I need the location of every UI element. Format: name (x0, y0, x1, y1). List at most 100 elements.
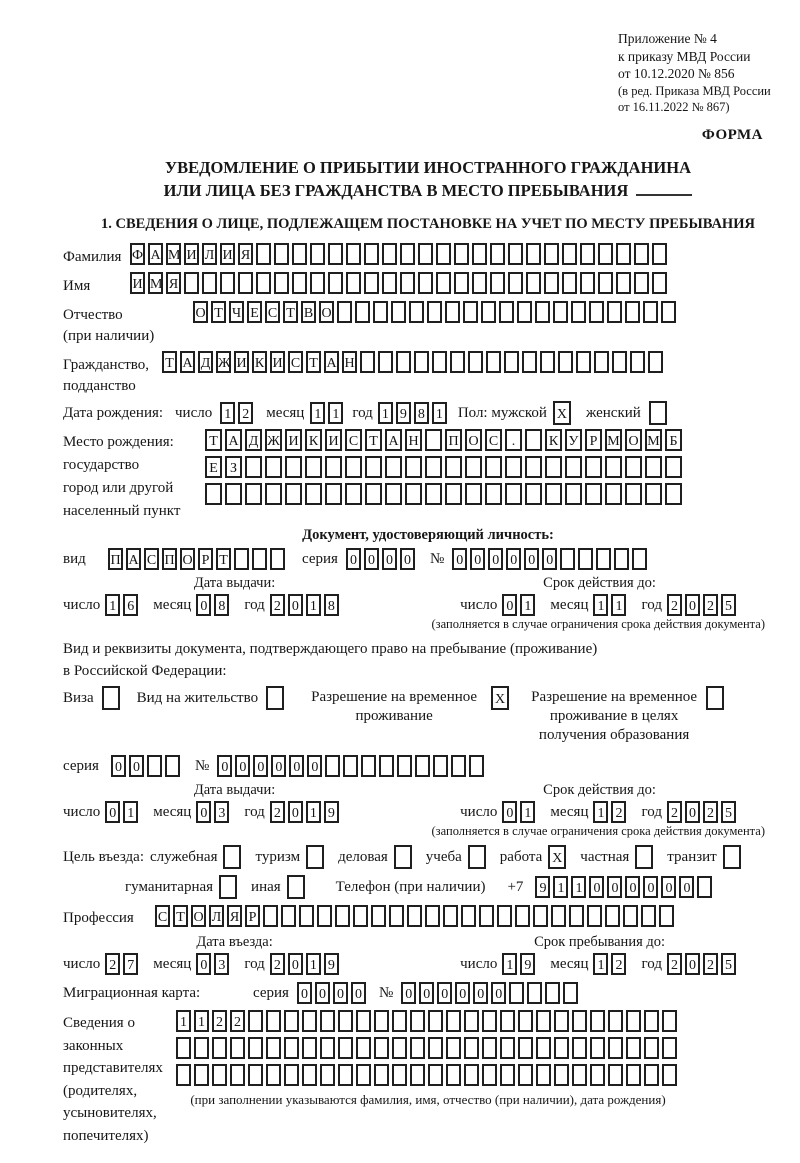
char-cell[interactable]: Б (665, 429, 682, 452)
char-cell[interactable]: 0 (452, 548, 468, 571)
char-cell[interactable]: Ч (229, 301, 244, 324)
char-cell[interactable] (662, 1064, 677, 1087)
char-cell[interactable]: Т (306, 351, 321, 374)
char-cell[interactable] (356, 1037, 371, 1060)
char-cell[interactable] (576, 351, 591, 374)
char-cell[interactable] (248, 1037, 263, 1060)
char-cell[interactable] (445, 301, 460, 324)
char-cell[interactable]: М (645, 429, 662, 452)
char-cell[interactable] (392, 1010, 407, 1033)
char-cell[interactable]: Т (162, 351, 177, 374)
char-cell[interactable] (589, 301, 604, 324)
char-cell[interactable] (225, 483, 242, 506)
char-cell[interactable]: 1 (305, 801, 321, 824)
char-cell[interactable]: С (155, 905, 170, 928)
char-cell[interactable] (505, 483, 522, 506)
char-cell[interactable] (585, 456, 602, 479)
char-cell[interactable] (665, 456, 682, 479)
char-cell[interactable]: 0 (488, 548, 504, 571)
char-cell[interactable]: 1 (611, 594, 627, 617)
char-cell[interactable]: Я (227, 905, 242, 928)
char-cell[interactable] (596, 548, 612, 571)
char-cell[interactable]: 0 (350, 982, 366, 1005)
char-cell[interactable] (594, 351, 609, 374)
char-cell[interactable] (184, 272, 199, 295)
char-cell[interactable] (270, 548, 285, 571)
char-cell[interactable]: 1 (520, 801, 536, 824)
char-cell[interactable]: 1 (593, 953, 609, 976)
char-cell[interactable]: 0 (253, 755, 269, 778)
char-cell[interactable] (436, 243, 451, 266)
purpose-study-checkbox[interactable] (467, 845, 489, 870)
char-cell[interactable] (608, 1037, 623, 1060)
char-cell[interactable]: Л (202, 243, 217, 266)
char-cell[interactable]: 7 (123, 953, 139, 976)
char-cell[interactable] (469, 755, 485, 778)
sex-female-checkbox[interactable] (648, 401, 670, 426)
char-cell[interactable]: 0 (473, 982, 489, 1005)
char-cell[interactable]: Ф (130, 243, 145, 266)
char-cell[interactable]: 0 (287, 594, 303, 617)
char-cell[interactable] (486, 351, 501, 374)
char-cell[interactable] (644, 1037, 659, 1060)
char-cell[interactable]: 1 (310, 402, 326, 425)
char-cell[interactable] (562, 243, 577, 266)
char-cell[interactable]: 0 (287, 801, 303, 824)
char-cell[interactable] (433, 755, 449, 778)
char-cell[interactable] (284, 1037, 299, 1060)
char-cell[interactable] (645, 483, 662, 506)
char-cell[interactable] (533, 905, 548, 928)
char-cell[interactable] (305, 456, 322, 479)
char-cell[interactable]: Р (245, 905, 260, 928)
char-cell[interactable] (648, 401, 667, 426)
char-cell[interactable]: С (485, 429, 502, 452)
char-cell[interactable]: 8 (323, 594, 339, 617)
char-cell[interactable] (454, 272, 469, 295)
char-cell[interactable] (302, 1064, 317, 1087)
char-cell[interactable] (391, 301, 406, 324)
char-cell[interactable] (266, 1037, 281, 1060)
char-cell[interactable]: О (465, 429, 482, 452)
char-cell[interactable] (385, 456, 402, 479)
char-cell[interactable] (238, 272, 253, 295)
char-cell[interactable] (508, 243, 523, 266)
char-cell[interactable] (545, 982, 561, 1005)
char-cell[interactable] (553, 301, 568, 324)
char-cell[interactable] (644, 1010, 659, 1033)
char-cell[interactable] (194, 1064, 209, 1087)
purpose-transit-checkbox[interactable] (722, 845, 744, 870)
char-cell[interactable]: М (148, 272, 163, 295)
char-cell[interactable] (418, 243, 433, 266)
char-cell[interactable] (101, 686, 120, 711)
char-cell[interactable] (706, 686, 725, 711)
char-cell[interactable]: 0 (196, 953, 212, 976)
char-cell[interactable]: И (220, 243, 235, 266)
char-cell[interactable] (605, 456, 622, 479)
char-cell[interactable]: К (252, 351, 267, 374)
char-cell[interactable]: К (305, 429, 322, 452)
char-cell[interactable] (445, 483, 462, 506)
char-cell[interactable] (230, 1037, 245, 1060)
char-cell[interactable] (626, 1010, 641, 1033)
char-cell[interactable] (614, 548, 630, 571)
char-cell[interactable]: 1 (105, 594, 121, 617)
char-cell[interactable] (587, 905, 602, 928)
purpose-private-checkbox[interactable] (635, 845, 656, 870)
char-cell[interactable]: 0 (363, 548, 379, 571)
char-cell[interactable] (285, 456, 302, 479)
char-cell[interactable] (544, 243, 559, 266)
char-cell[interactable] (605, 483, 622, 506)
char-cell[interactable]: 1 (377, 402, 393, 425)
char-cell[interactable] (302, 1037, 317, 1060)
char-cell[interactable]: 1 (123, 801, 139, 824)
char-cell[interactable] (292, 243, 307, 266)
char-cell[interactable]: 3 (214, 801, 230, 824)
char-cell[interactable]: 0 (684, 953, 700, 976)
char-cell[interactable]: 1 (220, 402, 236, 425)
